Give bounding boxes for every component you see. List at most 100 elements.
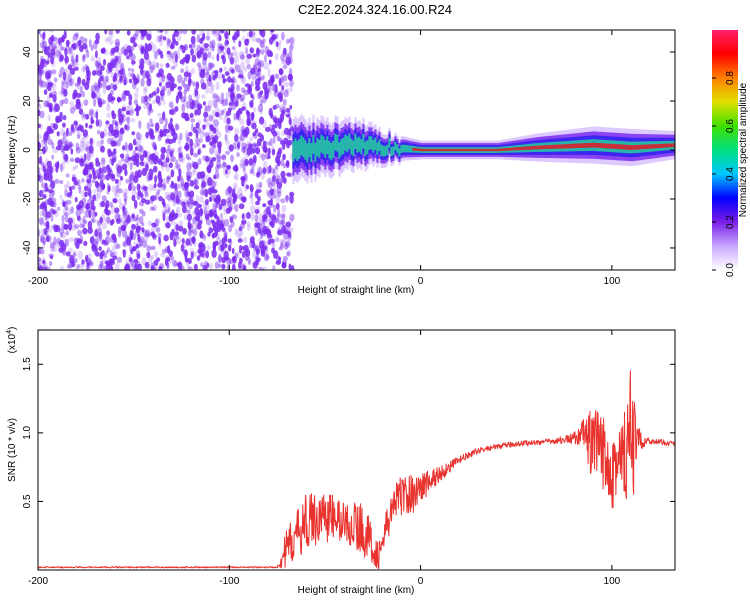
noise-speckle (269, 221, 273, 227)
noise-speckle (41, 58, 47, 64)
noise-speckle (167, 39, 172, 44)
noise-speckle (185, 209, 191, 214)
noise-speckle (143, 233, 149, 243)
noise-speckle (193, 178, 198, 186)
noise-speckle (238, 232, 242, 240)
noise-speckle (196, 62, 202, 67)
noise-speckle (213, 194, 217, 202)
band-cell (578, 143, 581, 148)
noise-speckle (125, 110, 131, 115)
noise-speckle (81, 54, 86, 63)
noise-speckle (77, 229, 82, 237)
noise-speckle (79, 36, 85, 44)
noise-speckle (107, 185, 111, 193)
noise-speckle (252, 157, 256, 167)
noise-speckle (251, 122, 257, 130)
noise-speckle (229, 203, 233, 209)
noise-speckle (227, 192, 232, 201)
noise-speckle (149, 196, 154, 205)
noise-speckle (175, 195, 179, 204)
noise-speckle (258, 153, 263, 158)
noise-speckle (205, 86, 210, 95)
noise-speckle (38, 228, 41, 238)
noise-speckle (98, 231, 103, 240)
noise-speckle (266, 234, 273, 239)
noise-speckle (51, 224, 58, 229)
noise-speckle (161, 165, 165, 171)
noise-speckle (274, 73, 280, 80)
noise-speckle (153, 144, 157, 151)
noise-speckle (85, 205, 89, 210)
noise-speckle (102, 87, 107, 94)
noise-speckle (170, 182, 176, 189)
band-cell (642, 144, 645, 150)
noise-speckle (140, 192, 144, 199)
noise-speckle (61, 231, 66, 239)
band-cell (410, 148, 412, 151)
noise-speckle (191, 45, 195, 50)
noise-speckle (176, 163, 181, 172)
noise-speckle (289, 194, 294, 204)
noise-speckle (202, 56, 207, 66)
noise-speckle (232, 255, 237, 264)
noise-speckle (131, 189, 137, 197)
noise-speckle (108, 258, 114, 265)
noise-speckle (93, 41, 98, 50)
noise-speckle (187, 198, 193, 205)
band-cell (592, 142, 595, 148)
noise-speckle (159, 130, 164, 138)
noise-speckle (208, 74, 212, 82)
noise-speckle (89, 108, 95, 114)
noise-speckle (262, 140, 267, 147)
noise-speckle (49, 93, 54, 99)
noise-speckle (74, 104, 78, 111)
noise-speckle (251, 73, 257, 80)
noise-speckle (186, 171, 190, 180)
noise-speckle (204, 188, 209, 198)
noise-speckle (64, 78, 68, 85)
noise-speckle (181, 238, 185, 244)
noise-speckle (169, 52, 176, 59)
noise-speckle (60, 163, 63, 173)
noise-speckle (214, 180, 218, 187)
band-cell (312, 141, 314, 149)
noise-speckle (251, 76, 257, 81)
noise-speckle (124, 168, 128, 177)
noise-speckle (99, 171, 104, 179)
noise-speckle (130, 108, 135, 113)
noise-speckle (42, 259, 46, 264)
band-cell (516, 147, 519, 151)
noise-speckle (172, 38, 177, 44)
noise-speckle (226, 200, 232, 209)
noise-speckle (189, 233, 193, 240)
y-tick-label: 1.5 (22, 357, 33, 371)
noise-speckle (273, 166, 279, 175)
noise-speckle (87, 187, 92, 197)
noise-speckle (190, 118, 196, 123)
noise-speckle (79, 85, 83, 94)
snr-series-line (38, 370, 675, 569)
noise-speckle (252, 154, 257, 164)
noise-speckle (58, 73, 63, 78)
noise-speckle (71, 36, 75, 43)
noise-speckle (199, 70, 204, 75)
noise-speckle (48, 30, 54, 33)
noise-speckle (111, 185, 116, 193)
noise-speckle (146, 77, 152, 87)
noise-speckle (112, 197, 117, 203)
noise-speckle (239, 193, 244, 201)
noise-speckle (187, 229, 192, 237)
noise-speckle (87, 162, 92, 169)
noise-speckle (111, 119, 115, 126)
noise-speckle (236, 142, 240, 149)
noise-speckle (203, 117, 207, 123)
noise-speckle (201, 94, 206, 99)
band-cell (380, 148, 382, 153)
noise-speckle (86, 205, 92, 213)
noise-speckle (223, 219, 230, 227)
noise-speckle (105, 85, 111, 91)
noise-speckle (280, 54, 285, 62)
noise-speckle (82, 113, 86, 119)
noise-speckle (70, 51, 75, 59)
noise-speckle (260, 75, 265, 81)
